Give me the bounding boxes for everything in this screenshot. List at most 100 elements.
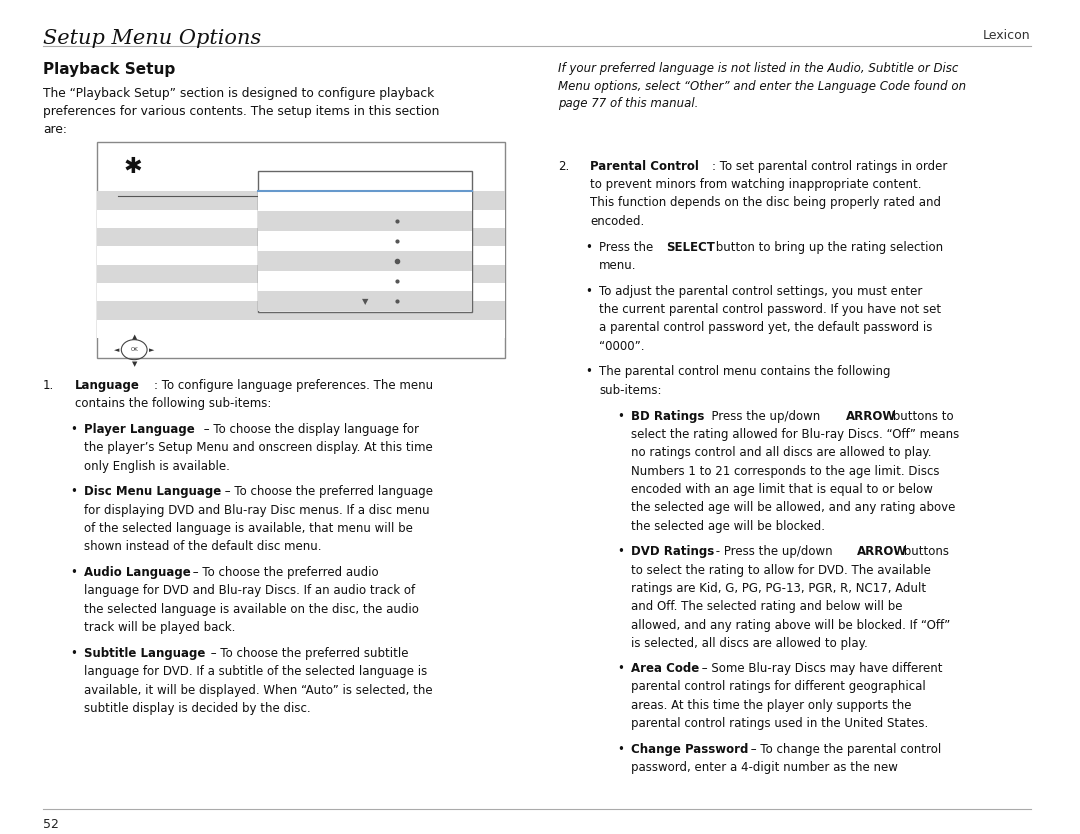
Bar [96, 192, 504, 210]
Text: OK: OK [131, 347, 138, 352]
Text: areas. At this time the player only supports the: areas. At this time the player only supp… [632, 699, 912, 711]
Text: : To configure language preferences. The menu: : To configure language preferences. The… [153, 379, 433, 392]
Text: – Some Blu-ray Discs may have different: – Some Blu-ray Discs may have different [698, 662, 943, 675]
Text: - Press the up/down: - Press the up/down [712, 545, 836, 558]
Text: ▼: ▼ [362, 297, 368, 305]
Bar [96, 283, 504, 301]
Text: ARROW: ARROW [856, 545, 907, 558]
Text: Parental Control: Parental Control [591, 160, 700, 173]
Text: : To set parental control ratings in order: : To set parental control ratings in ord… [712, 160, 947, 173]
Text: Numbers 1 to 21 corresponds to the age limit. Discs: Numbers 1 to 21 corresponds to the age l… [632, 465, 940, 478]
Text: Setup Menu Options: Setup Menu Options [43, 29, 261, 48]
Text: sub-items:: sub-items: [599, 384, 662, 397]
Text: a parental control password yet, the default password is: a parental control password yet, the def… [599, 321, 932, 334]
Text: 2.: 2. [558, 160, 569, 173]
Text: the current parental control password. If you have not set: the current parental control password. I… [599, 303, 941, 316]
Text: the player’s Setup Menu and onscreen display. At this time: the player’s Setup Menu and onscreen dis… [84, 441, 432, 455]
Text: – To choose the preferred subtitle: – To choose the preferred subtitle [207, 647, 408, 660]
Text: to prevent minors from watching inappropriate content.: to prevent minors from watching inapprop… [591, 178, 922, 191]
Text: ▼: ▼ [132, 361, 137, 367]
Bar [258, 212, 472, 232]
Text: Audio Language: Audio Language [84, 566, 190, 579]
Text: •: • [618, 662, 624, 675]
Bar [96, 246, 504, 264]
Text: ✱: ✱ [123, 157, 143, 177]
Text: Subtitle Language: Subtitle Language [84, 647, 205, 660]
Text: no ratings control and all discs are allowed to play.: no ratings control and all discs are all… [632, 446, 932, 460]
Text: To adjust the parental control settings, you must enter: To adjust the parental control settings,… [599, 284, 922, 298]
Text: Player Language: Player Language [84, 423, 194, 436]
Text: ratings are Kid, G, PG, PG-13, PGR, R, NC17, Adult: ratings are Kid, G, PG, PG-13, PGR, R, N… [632, 582, 927, 595]
Text: track will be played back.: track will be played back. [84, 621, 235, 634]
Text: parental control ratings for different geographical: parental control ratings for different g… [632, 681, 926, 693]
Text: •: • [585, 241, 592, 254]
Text: contains the following sub-items:: contains the following sub-items: [76, 397, 271, 410]
Text: language for DVD. If a subtitle of the selected language is: language for DVD. If a subtitle of the s… [84, 666, 427, 678]
Text: subtitle display is decided by the disc.: subtitle display is decided by the disc. [84, 702, 310, 715]
Bar [258, 192, 472, 212]
Bar [258, 232, 472, 251]
Text: – To change the parental control: – To change the parental control [747, 742, 942, 756]
Text: ▲: ▲ [132, 334, 137, 339]
Text: for displaying DVD and Blu-ray Disc menus. If a disc menu: for displaying DVD and Blu-ray Disc menu… [84, 504, 430, 517]
Text: •: • [70, 485, 77, 499]
Bar [96, 319, 504, 338]
Text: only English is available.: only English is available. [84, 460, 230, 473]
Bar [96, 301, 504, 319]
Text: of the selected language is available, that menu will be: of the selected language is available, t… [84, 522, 413, 535]
Bar [96, 264, 504, 283]
FancyBboxPatch shape [258, 171, 472, 312]
Text: to select the rating to allow for DVD. The available: to select the rating to allow for DVD. T… [632, 564, 931, 576]
Text: Area Code: Area Code [632, 662, 700, 675]
Text: encoded with an age limit that is equal to or below: encoded with an age limit that is equal … [632, 483, 933, 496]
Text: •: • [70, 566, 77, 579]
Text: This function depends on the disc being properly rated and: This function depends on the disc being … [591, 197, 942, 209]
Text: – To choose the preferred audio: – To choose the preferred audio [189, 566, 379, 579]
Text: is selected, all discs are allowed to play.: is selected, all discs are allowed to pl… [632, 637, 868, 650]
Text: buttons to: buttons to [889, 409, 954, 423]
Text: DVD Ratings: DVD Ratings [632, 545, 715, 558]
FancyBboxPatch shape [96, 142, 504, 358]
Text: •: • [618, 545, 624, 558]
Text: Press the up/down: Press the up/down [704, 409, 824, 423]
Text: •: • [585, 365, 592, 379]
Text: The “Playback Setup” section is designed to configure playback
preferences for v: The “Playback Setup” section is designed… [43, 88, 440, 137]
Text: •: • [618, 409, 624, 423]
Bar [258, 291, 472, 311]
Text: “0000”.: “0000”. [599, 339, 645, 353]
Text: allowed, and any rating above will be blocked. If “Off”: allowed, and any rating above will be bl… [632, 619, 950, 631]
Text: Press the: Press the [599, 241, 657, 254]
Text: – To choose the display language for: – To choose the display language for [200, 423, 419, 436]
Text: password, enter a 4-digit number as the new: password, enter a 4-digit number as the … [632, 761, 899, 774]
Text: •: • [585, 284, 592, 298]
Text: available, it will be displayed. When “Auto” is selected, the: available, it will be displayed. When “A… [84, 684, 432, 696]
Bar [96, 229, 504, 246]
Text: parental control ratings used in the United States.: parental control ratings used in the Uni… [632, 717, 929, 730]
Text: Language: Language [76, 379, 140, 392]
Text: ARROW: ARROW [846, 409, 896, 423]
Text: The parental control menu contains the following: The parental control menu contains the f… [599, 365, 891, 379]
Text: •: • [618, 742, 624, 756]
Text: Playback Setup: Playback Setup [43, 63, 175, 78]
Text: language for DVD and Blu-ray Discs. If an audio track of: language for DVD and Blu-ray Discs. If a… [84, 585, 415, 597]
Bar [258, 271, 472, 291]
Text: SELECT: SELECT [665, 241, 715, 254]
Text: buttons: buttons [900, 545, 948, 558]
Bar [258, 251, 472, 271]
Text: the selected age will be blocked.: the selected age will be blocked. [632, 520, 825, 533]
Text: the selected age will be allowed, and any rating above: the selected age will be allowed, and an… [632, 501, 956, 515]
Bar [96, 210, 504, 229]
Text: BD Ratings: BD Ratings [632, 409, 704, 423]
Text: and Off. The selected rating and below will be: and Off. The selected rating and below w… [632, 600, 903, 613]
Text: •: • [70, 423, 77, 436]
Text: Disc Menu Language: Disc Menu Language [84, 485, 221, 499]
Text: encoded.: encoded. [591, 215, 645, 228]
Text: 52: 52 [43, 817, 58, 831]
Text: Change Password: Change Password [632, 742, 748, 756]
Text: menu.: menu. [599, 259, 636, 272]
Text: select the rating allowed for Blu-ray Discs. “Off” means: select the rating allowed for Blu-ray Di… [632, 428, 959, 441]
Text: If your preferred language is not listed in the Audio, Subtitle or Disc
Menu opt: If your preferred language is not listed… [558, 63, 967, 110]
Text: ◄: ◄ [114, 347, 120, 353]
Text: the selected language is available on the disc, the audio: the selected language is available on th… [84, 603, 419, 615]
Text: – To choose the preferred language: – To choose the preferred language [221, 485, 433, 499]
